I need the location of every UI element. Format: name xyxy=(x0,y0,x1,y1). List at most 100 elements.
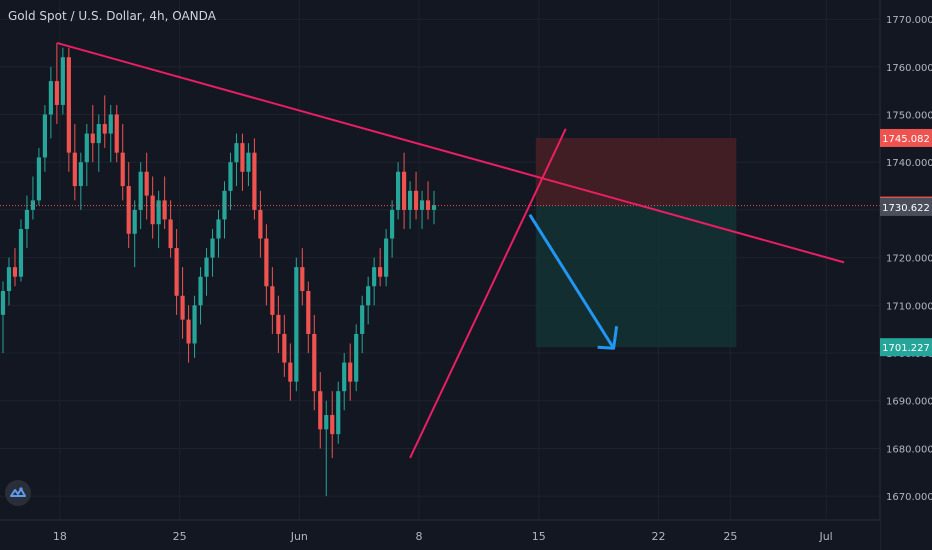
candle-body xyxy=(144,171,149,196)
candle-body xyxy=(366,286,371,306)
candle-body xyxy=(330,415,335,435)
candle-body xyxy=(401,171,407,210)
candle-body xyxy=(270,286,275,315)
candle-body xyxy=(246,152,251,172)
candle-body xyxy=(6,267,12,292)
candle-body xyxy=(84,133,89,163)
tradingview-logo-icon[interactable] xyxy=(5,480,31,506)
candle-body xyxy=(413,190,419,210)
candle-body xyxy=(300,267,305,292)
candle-body xyxy=(90,133,95,144)
trendline-resistance[interactable] xyxy=(56,41,845,264)
candle-body xyxy=(54,81,59,105)
candle-body xyxy=(378,267,383,277)
price-label-text: 1745.082 xyxy=(882,134,930,145)
candle-body xyxy=(204,257,209,277)
candle-body xyxy=(156,200,161,225)
candle-body xyxy=(252,152,257,210)
candle-body xyxy=(312,333,317,392)
candle-body xyxy=(102,124,107,134)
candle-body xyxy=(186,319,191,344)
candle-body xyxy=(192,305,197,344)
trendline-drawings[interactable] xyxy=(56,41,845,459)
candle-body xyxy=(360,305,365,334)
candle-body xyxy=(342,362,347,392)
time-tick-label: 8 xyxy=(416,530,423,543)
price-label-badge xyxy=(880,197,932,216)
candle-body xyxy=(216,219,221,239)
price-tick-label: 1770.000 xyxy=(886,15,932,26)
candle-body xyxy=(168,219,173,249)
candle-body xyxy=(228,162,233,191)
candle-body xyxy=(120,152,125,187)
candle-body xyxy=(390,209,395,239)
candle-body xyxy=(294,267,299,382)
candle-body xyxy=(354,333,359,382)
candle-body xyxy=(348,362,353,382)
candle-body xyxy=(425,200,431,210)
candle-body xyxy=(419,200,425,210)
candle-body xyxy=(288,362,293,382)
candle-body xyxy=(384,238,389,277)
candle-body xyxy=(108,114,113,134)
candle-body xyxy=(180,295,185,320)
time-axis-panel[interactable] xyxy=(0,520,880,550)
price-tick-label: 1750.000 xyxy=(886,110,932,121)
candle-body xyxy=(276,314,281,334)
time-tick-label: 18 xyxy=(53,530,67,543)
candlestick-series xyxy=(0,42,437,497)
candle-body xyxy=(234,143,239,163)
candle-body xyxy=(36,157,42,201)
candle-body xyxy=(407,190,413,210)
candle-body xyxy=(78,162,83,187)
candle-body xyxy=(0,291,6,315)
candle-body xyxy=(210,238,215,258)
candle-body xyxy=(42,114,47,158)
candle-body xyxy=(18,228,24,277)
candle-body xyxy=(60,57,65,105)
forecast-arrow[interactable] xyxy=(528,213,615,350)
price-tick-label: 1680.000 xyxy=(886,444,932,455)
candle-body xyxy=(431,205,437,210)
price-tick-label: 1710.000 xyxy=(886,301,932,312)
candle-body xyxy=(12,267,18,277)
price-tick-label: 1720.000 xyxy=(886,254,932,265)
candle-body xyxy=(372,267,377,287)
candle-body xyxy=(258,209,263,239)
candle-body xyxy=(282,333,287,363)
time-axis-ticks: 18 25 Jun 8 15 22 25 Jul xyxy=(53,530,833,543)
candle-body xyxy=(174,248,179,296)
candle-body xyxy=(132,209,137,234)
candle-body xyxy=(126,186,131,234)
price-tick-label: 1690.000 xyxy=(886,397,932,408)
candle-body xyxy=(198,276,203,306)
candle-body xyxy=(114,114,119,153)
position-zones[interactable] xyxy=(535,137,737,348)
candle-body xyxy=(324,415,329,430)
price-label-text: 1730.622 xyxy=(882,203,930,214)
time-tick-label: 25 xyxy=(723,530,737,543)
price-tick-label: 1760.000 xyxy=(886,63,932,74)
candle-body xyxy=(138,171,143,210)
time-tick-label: Jul xyxy=(818,530,832,543)
price-axis-panel[interactable] xyxy=(880,0,932,550)
candle-body xyxy=(66,57,71,153)
candle-body xyxy=(24,209,30,229)
candle-body xyxy=(306,291,311,334)
time-tick-label: 25 xyxy=(173,530,187,543)
candle-body xyxy=(222,190,227,220)
time-tick-label: 22 xyxy=(652,530,666,543)
price-tick-label: 1740.000 xyxy=(886,158,932,169)
candle-body xyxy=(150,195,155,225)
candle-body xyxy=(162,200,167,220)
price-label-text: 1701.227 xyxy=(882,343,930,354)
take-profit-zone[interactable] xyxy=(535,205,737,348)
candle-body xyxy=(72,152,77,187)
price-label-badge xyxy=(880,128,932,147)
stop-loss-zone[interactable] xyxy=(535,137,737,206)
forecast-arrowhead[interactable] xyxy=(597,326,619,350)
trendline-support[interactable] xyxy=(409,128,567,459)
chart-title: Gold Spot / U.S. Dollar, 4h, OANDA xyxy=(8,9,216,23)
